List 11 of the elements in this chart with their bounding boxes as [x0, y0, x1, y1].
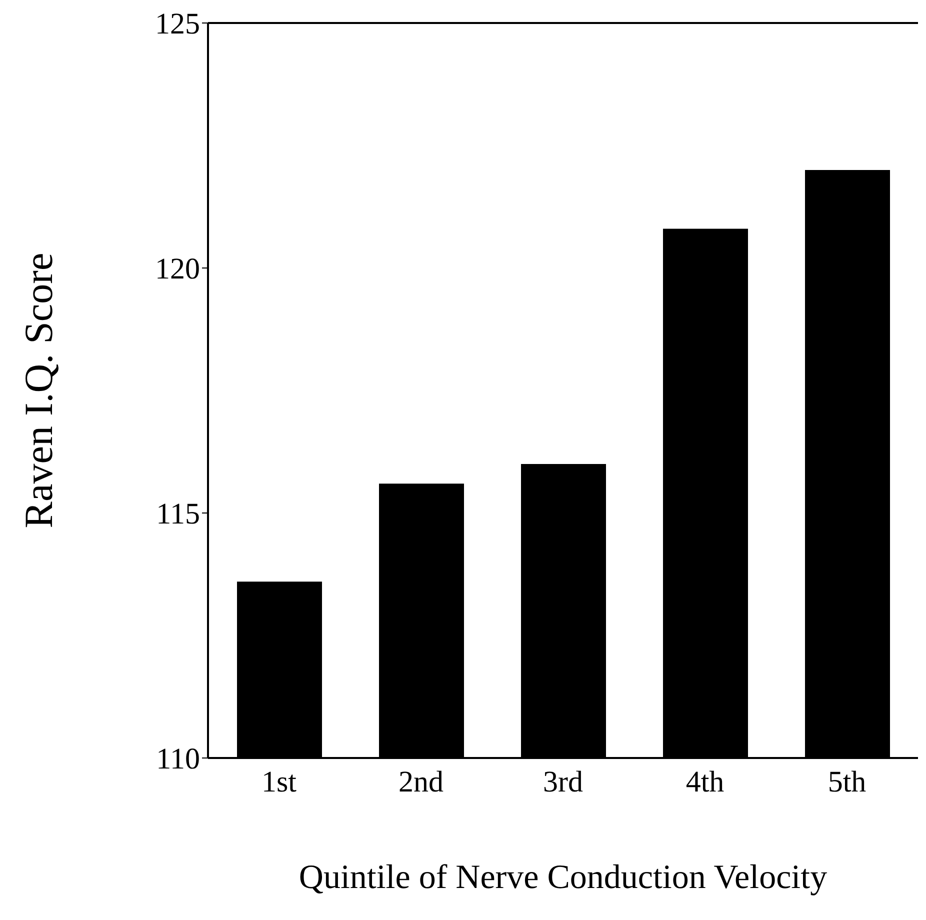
x-tick-label: 4th	[686, 765, 724, 798]
x-tick-label: 5th	[828, 765, 866, 798]
y-axis-title: Raven I.Q. Score	[16, 252, 62, 528]
y-tick-label: 110	[156, 742, 200, 776]
x-tick-label: 2nd	[398, 765, 444, 798]
x-tick-label: 1st	[261, 765, 298, 798]
y-tick-label: 115	[156, 498, 200, 531]
x-tick-label: 3rd	[543, 765, 583, 798]
x-axis-title: Quintile of Nerve Conduction Velocity	[298, 859, 828, 896]
y-tick-label: 125	[155, 8, 200, 41]
y-tick-label: 120	[155, 252, 200, 286]
